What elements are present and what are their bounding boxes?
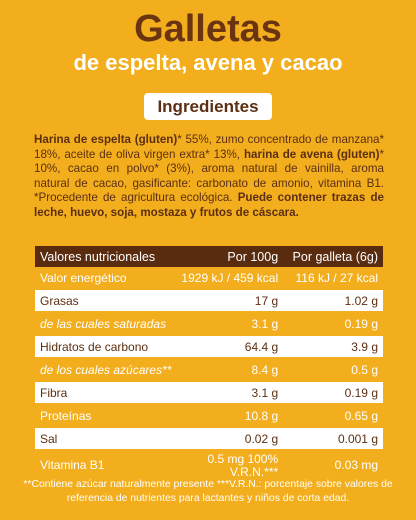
cell-text: de las cuales saturadas	[40, 316, 167, 331]
footnote: **Contiene azúcar naturalmente presente …	[23, 479, 393, 504]
cell-text: 0.5 g	[351, 362, 378, 377]
cell-text: Proteínas	[40, 408, 92, 423]
table-cell: de las cuales saturadas	[35, 312, 176, 335]
cell-text: 0.02 g	[244, 431, 279, 446]
table-cell: Valor energético	[35, 267, 176, 289]
ingredient-segment: * 55%, zumo concentrado de manzana* 18%,…	[34, 133, 384, 161]
table-cell: Proteínas	[35, 404, 176, 427]
table-cell: Fibra	[35, 380, 177, 405]
table-cell: 0.03 mg	[283, 450, 383, 479]
cell-text: Sal	[40, 431, 58, 446]
header-cell-text: Valores nutricionales	[40, 249, 156, 264]
table-cell: 17 g	[176, 288, 284, 313]
table-cell: 64.4 g	[176, 334, 284, 359]
cell-text: 0.001 g	[337, 431, 378, 446]
ingredient-segment: * 10%, cacao en polvo* (3%), aroma natur…	[34, 147, 384, 205]
cell-text: 0.5 mg 100% V.R.N.***	[207, 452, 279, 479]
table-cell: 1.02 g	[283, 288, 383, 313]
cell-text: 1.02 g	[344, 293, 378, 308]
subtitle: de espelta, avena y cacao	[73, 50, 343, 75]
cell-text: 1929 kJ / 459 kcal	[181, 270, 279, 285]
table-cell: Por 100g	[176, 246, 284, 267]
table-cell: 3.9 g	[283, 334, 383, 359]
cell-text: 17 g	[254, 293, 279, 308]
table-cell: de los cuales azúcares**	[35, 358, 176, 381]
cell-text: Hidratos de carbono	[40, 339, 149, 354]
cell-text: Grasas	[40, 293, 79, 308]
header-cell-text: Por 100g	[227, 249, 279, 264]
cell-text: de los cuales azúcares**	[40, 362, 172, 377]
table-cell: Vitamina B1	[35, 450, 176, 479]
cell-text: 0.03 mg	[334, 458, 378, 472]
table-cell: Sal	[35, 426, 177, 451]
cell-text: 10.8 g	[244, 408, 279, 423]
cell-text: 3.1 g	[251, 385, 279, 400]
table-cell: 3.1 g	[176, 312, 283, 335]
table-cell: 1929 kJ / 459 kcal	[176, 267, 283, 289]
cell-text: Fibra	[40, 385, 68, 400]
table-cell: 0.19 g	[283, 380, 383, 405]
table-cell: 0.65 g	[283, 404, 383, 427]
table-row: Sal 0.02 g 0.001 g	[35, 426, 383, 451]
cell-text: Valor energético	[40, 270, 127, 285]
nutrition-table: Valores nutricionales Por 100g Por galleta…	[35, 246, 383, 479]
ingredients-heading: Ingredientes	[144, 93, 272, 120]
table-cell: 0.19 g	[283, 312, 383, 335]
table-cell: 116 kJ / 27 kcal	[283, 267, 383, 289]
table-header: Valores nutricionales Por 100g Por galleta…	[35, 246, 383, 267]
table-cell: 0.001 g	[283, 426, 383, 451]
table-row: de los cuales azúcares** 8.4 g 0.5 g	[35, 358, 383, 381]
cell-text: Vitamina B1	[40, 458, 105, 472]
table-row: Grasas 17 g 1.02 g	[35, 288, 383, 313]
table-row: Hidratos de carbono 64.4 g 3.9 g	[35, 334, 383, 359]
ingredient-segment: Harina de espelta (gluten)	[34, 133, 178, 146]
title: Galletas	[134, 8, 282, 50]
cell-text: 116 kJ / 27 kcal	[295, 270, 379, 285]
table-cell: 0.5 g	[283, 358, 383, 381]
cell-text: 8.4 g	[251, 362, 279, 377]
table-cell: 8.4 g	[176, 358, 283, 381]
table-cell: 0.02 g	[176, 426, 284, 451]
ingredient-segment: harina de avena (gluten)	[243, 147, 380, 161]
table-cell: 10.8 g	[176, 404, 283, 427]
cell-text: 0.19 g	[344, 385, 378, 400]
header-cell-text: Por galleta (6g)	[292, 249, 378, 264]
cell-text: 64.4 g	[244, 339, 279, 354]
table-cell: 0.5 mg 100% V.R.N.***	[176, 450, 283, 479]
cell-text: 0.65 g	[344, 408, 378, 423]
table-cell: 3.1 g	[176, 380, 284, 405]
table-row: Proteínas 10.8 g 0.65 g	[35, 404, 383, 427]
cell-text: 3.1 g	[251, 316, 279, 331]
ingredients-text: Harina de espelta (gluten)* 55%, zumo co…	[34, 133, 384, 221]
cell-text: 0.19 g	[344, 316, 378, 331]
table-row: Fibra 3.1 g 0.19 g	[35, 380, 383, 405]
table-row: Valor energético 1929 kJ / 459 kcal 116 kJ…	[35, 267, 383, 289]
cell-text: 3.9 g	[351, 339, 378, 354]
table-cell: Grasas	[35, 288, 177, 313]
ingredient-segment: Puede contener trazas de leche, huevo, s…	[34, 191, 384, 219]
table-cell: Hidratos de carbono	[35, 334, 177, 359]
table-row: de las cuales saturadas 3.1 g 0.19 g	[35, 312, 383, 335]
table-cell: Por galleta (6g)	[283, 246, 383, 267]
table-cell: Valores nutricionales	[35, 246, 177, 267]
table-row: Vitamina B1 0.5 mg 100% V.R.N.*** 0.03 mg	[35, 450, 383, 479]
